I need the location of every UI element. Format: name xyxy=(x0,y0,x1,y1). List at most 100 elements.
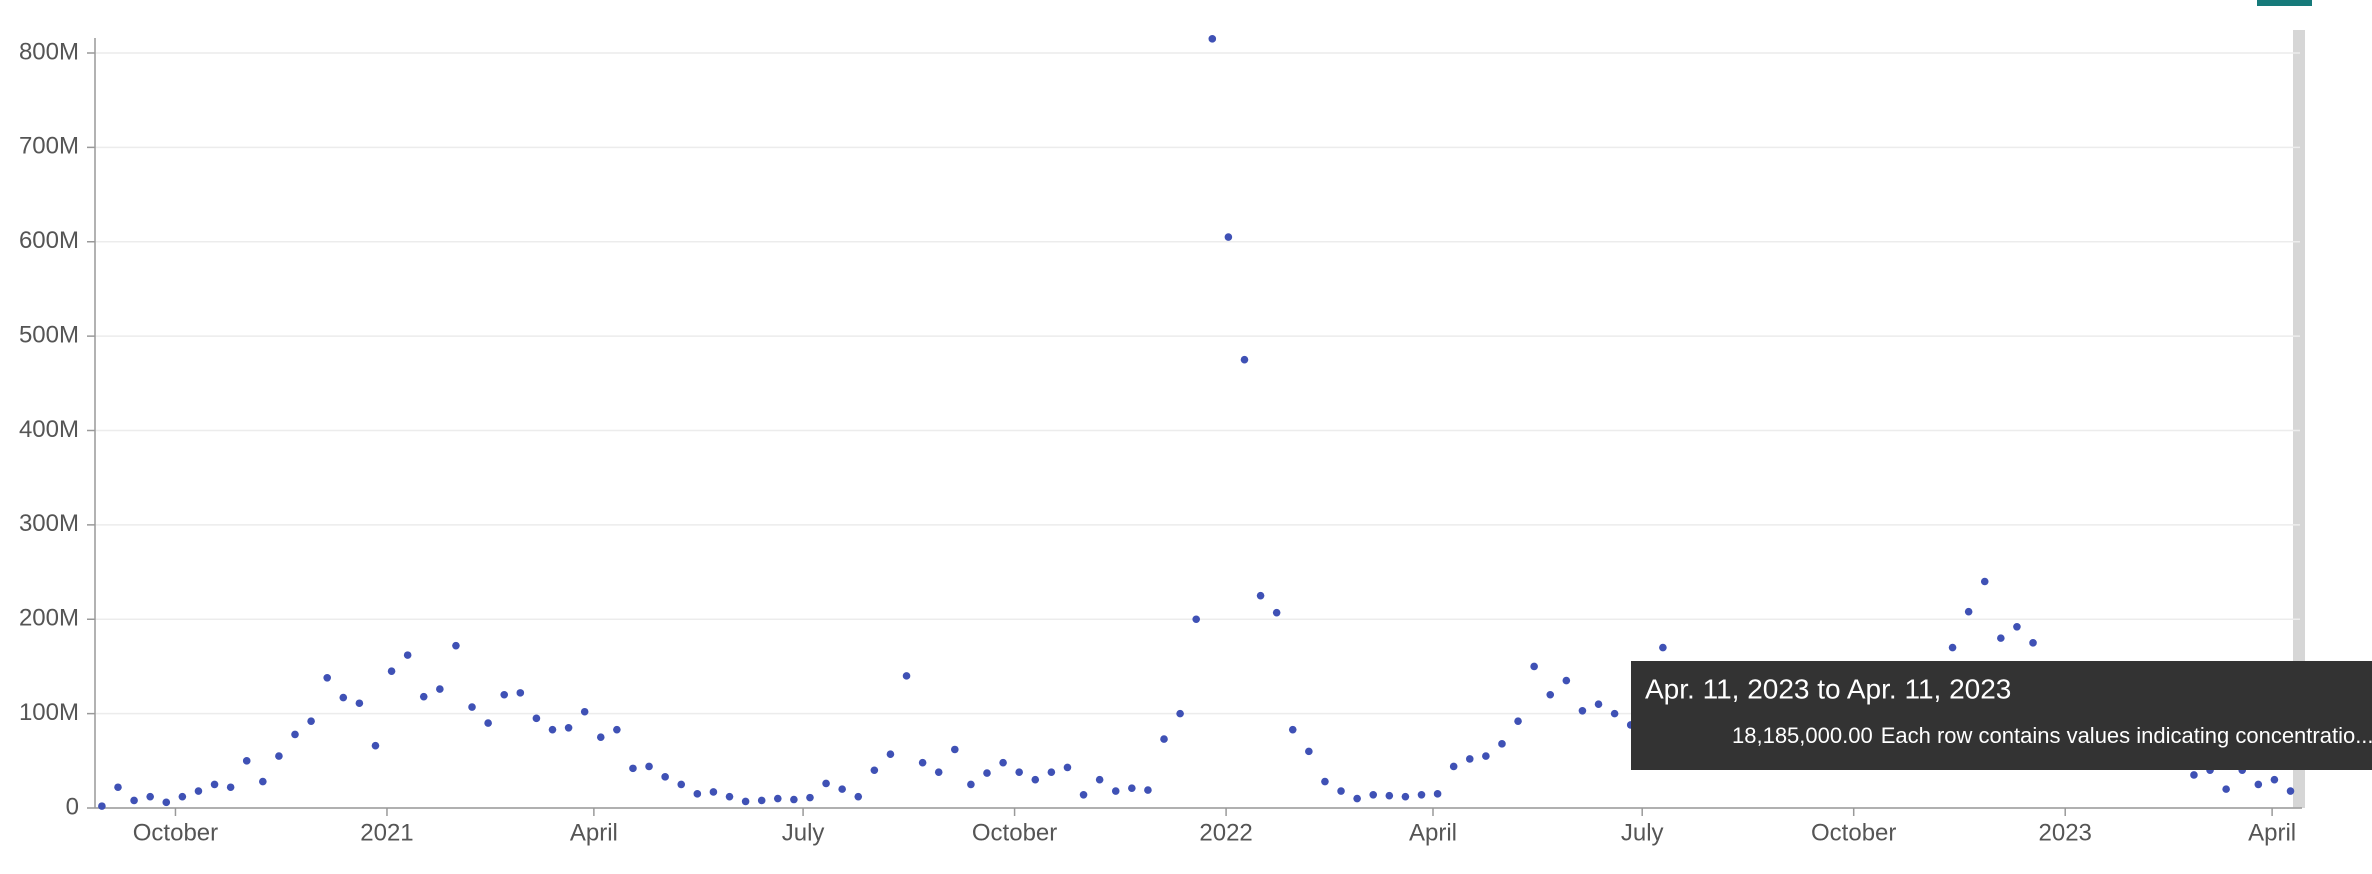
data-point xyxy=(307,717,315,725)
toolbar-button[interactable] xyxy=(2257,0,2312,6)
data-point xyxy=(596,733,605,742)
data-point xyxy=(1417,790,1426,799)
data-point xyxy=(1160,735,1168,743)
data-point xyxy=(1610,709,1619,718)
x-tick-label: October xyxy=(133,819,218,846)
tooltip-box xyxy=(1631,661,2372,770)
data-point xyxy=(371,741,380,750)
data-point xyxy=(1401,792,1410,801)
data-point xyxy=(741,797,750,806)
data-point xyxy=(146,792,154,801)
data-point xyxy=(1980,577,1989,586)
data-point xyxy=(1321,777,1329,786)
y-tick-label: 400M xyxy=(19,416,79,443)
data-point xyxy=(1449,762,1458,771)
data-point xyxy=(387,667,396,675)
data-point xyxy=(580,707,589,716)
data-point xyxy=(1015,768,1023,776)
data-point xyxy=(1240,355,1249,364)
data-point xyxy=(1369,790,1378,799)
tooltip-description: Each row contains values indicating conc… xyxy=(1881,723,2372,748)
data-point xyxy=(548,725,557,734)
data-point xyxy=(1208,35,1217,43)
data-point xyxy=(2029,639,2037,647)
data-point xyxy=(339,693,348,702)
data-point xyxy=(1144,786,1152,794)
y-tick-label: 0 xyxy=(66,793,79,820)
y-tick-label: 500M xyxy=(19,321,79,348)
data-point xyxy=(934,768,943,776)
data-point xyxy=(226,783,235,792)
x-tick-label: 2021 xyxy=(360,819,413,846)
data-point xyxy=(1272,608,1281,617)
data-point xyxy=(1176,709,1184,718)
data-point xyxy=(983,769,991,777)
data-point xyxy=(709,788,718,796)
data-point xyxy=(1337,787,1345,795)
data-point xyxy=(886,750,895,759)
data-point xyxy=(677,780,686,789)
data-point xyxy=(951,745,959,754)
data-point xyxy=(259,777,267,786)
data-point xyxy=(1530,662,1538,671)
data-point xyxy=(1997,634,2005,642)
data-point xyxy=(98,802,106,810)
data-point xyxy=(1594,700,1603,708)
data-point xyxy=(1047,768,1056,776)
data-point xyxy=(1353,794,1361,803)
data-point xyxy=(661,773,669,781)
data-point xyxy=(629,764,637,773)
x-tick-label: 2022 xyxy=(1199,819,1252,846)
tooltip-detail: 18,185,000.00 Each row contains values in… xyxy=(1732,723,2372,748)
data-point xyxy=(532,714,541,723)
data-point xyxy=(725,792,734,801)
data-point xyxy=(1498,740,1506,748)
data-point xyxy=(419,692,428,701)
data-point xyxy=(2222,785,2230,793)
data-point xyxy=(1562,676,1571,685)
data-point xyxy=(1288,725,1297,734)
data-point xyxy=(1063,763,1072,772)
data-point xyxy=(999,758,1007,767)
data-point xyxy=(1659,643,1667,652)
y-tick-label: 600M xyxy=(19,227,79,254)
data-point xyxy=(2013,623,2021,631)
data-point xyxy=(178,792,187,801)
x-tick-label: April xyxy=(1409,819,1457,846)
data-point xyxy=(1964,607,1973,616)
data-point xyxy=(355,699,364,708)
x-tick-label: October xyxy=(972,819,1057,846)
data-point xyxy=(162,798,171,807)
x-tick-label: April xyxy=(570,819,618,846)
data-point xyxy=(2190,771,2198,779)
data-point xyxy=(291,730,299,739)
data-point xyxy=(1465,755,1474,763)
data-point xyxy=(870,766,879,775)
y-tick-label: 300M xyxy=(19,510,79,537)
y-tick-label: 200M xyxy=(19,605,79,632)
data-point xyxy=(500,690,509,699)
data-point xyxy=(1433,790,1442,798)
data-point xyxy=(1256,591,1265,600)
tooltip-range: Apr. 11, 2023 to Apr. 11, 2023 xyxy=(1645,673,2011,704)
x-tick-label: July xyxy=(782,819,825,846)
data-point xyxy=(1224,233,1233,241)
data-point xyxy=(1385,791,1394,800)
data-point xyxy=(967,780,975,789)
tooltip: Apr. 11, 2023 to Apr. 11, 2023 18,185,00… xyxy=(1631,661,2372,770)
data-point xyxy=(210,780,219,789)
data-point xyxy=(130,796,138,805)
x-tick-label: October xyxy=(1811,819,1896,846)
x-tick-label: April xyxy=(2248,819,2296,846)
data-point xyxy=(1514,717,1522,725)
data-point xyxy=(436,685,444,693)
data-point xyxy=(613,725,621,734)
data-point xyxy=(1079,790,1088,799)
data-point xyxy=(484,719,492,727)
x-tick-label: 2023 xyxy=(2039,819,2092,846)
data-point xyxy=(822,779,830,788)
y-tick-label: 700M xyxy=(19,133,79,160)
data-point xyxy=(854,792,863,801)
data-point xyxy=(516,689,525,697)
